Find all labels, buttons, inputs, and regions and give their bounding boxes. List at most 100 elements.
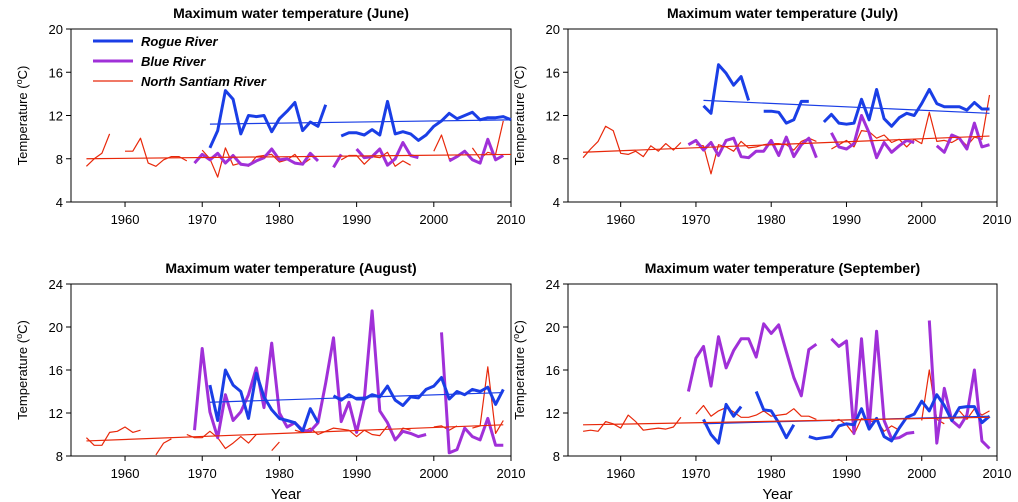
y-axis-label-main: Temperature ( <box>15 338 30 420</box>
y-tick-label: 12 <box>49 406 63 421</box>
legend-label: Blue River <box>141 54 206 69</box>
y-tick-label: 20 <box>49 320 63 335</box>
chart-title: Maximum water temperature (August) <box>165 260 416 276</box>
x-axis-label: Year <box>271 486 301 502</box>
series-line-santiam <box>271 441 280 452</box>
x-tick-label: 1980 <box>757 466 786 481</box>
series-line-santiam <box>186 430 257 450</box>
series-line-rogue <box>208 89 328 149</box>
series-line-santiam <box>472 366 504 434</box>
trend-line-rogue <box>209 391 504 403</box>
series-line-santiam <box>582 125 682 159</box>
x-tick-label: 2000 <box>419 212 448 227</box>
y-tick-label: 16 <box>546 65 560 80</box>
x-tick-label: 2010 <box>983 212 1012 227</box>
x-tick-label: 2010 <box>497 466 526 481</box>
trend-line-santiam <box>86 424 504 442</box>
series-line-rogue <box>808 393 991 443</box>
x-tick-label: 1980 <box>757 212 786 227</box>
y-axis-label-degree: o <box>511 79 521 84</box>
y-tick-label: 8 <box>56 152 63 167</box>
series-line-blue <box>830 329 915 441</box>
chart-title: Maximum water temperature (July) <box>667 5 898 21</box>
y-tick-label: 16 <box>49 65 63 80</box>
series-line-blue <box>355 141 419 167</box>
x-tick-label: 2000 <box>907 212 936 227</box>
series-line-santiam <box>583 414 682 432</box>
series-line-blue <box>686 322 818 398</box>
series-line-blue <box>193 309 427 442</box>
y-axis-label-degree: o <box>14 334 24 339</box>
series-line-rogue <box>763 99 809 125</box>
series-line-santiam <box>85 133 111 167</box>
x-tick-label: 1960 <box>606 212 635 227</box>
y-tick-label: 4 <box>56 195 63 210</box>
y-axis-label-unit: C) <box>512 66 527 80</box>
y-tick-label: 16 <box>49 363 63 378</box>
series-line-blue <box>830 114 915 160</box>
legend: Rogue River Blue River North Santiam River <box>93 34 267 89</box>
x-axis-label: Year <box>762 486 792 502</box>
x-tick-label: 1970 <box>681 212 710 227</box>
series-line-santiam <box>155 438 172 456</box>
x-tick-label: 2010 <box>983 466 1012 481</box>
y-tick-label: 16 <box>546 363 560 378</box>
series-line-santiam <box>433 425 458 431</box>
y-axis-label-main: Temperature ( <box>512 338 527 420</box>
series-line-blue <box>687 135 818 160</box>
y-tick-label: 8 <box>553 152 560 167</box>
x-tick-label: 1990 <box>832 466 861 481</box>
trend-line-rogue <box>703 99 990 114</box>
series-line-rogue <box>332 376 505 407</box>
y-tick-label: 24 <box>546 277 560 292</box>
x-tick-label: 2010 <box>497 212 526 227</box>
trend-line-santiam <box>583 135 990 153</box>
series-line-blue <box>927 320 991 450</box>
x-tick-label: 1990 <box>342 466 371 481</box>
y-tick-label: 20 <box>546 22 560 37</box>
series-line-santiam <box>85 426 141 446</box>
y-axis-label-unit: C) <box>15 66 30 80</box>
y-axis-label: Temperature (oC) <box>511 66 527 166</box>
series-line-rogue <box>340 99 512 142</box>
y-axis-label-degree: o <box>511 334 521 339</box>
y-tick-label: 12 <box>49 109 63 124</box>
x-tick-label: 1960 <box>111 466 140 481</box>
y-axis-label: Temperature (oC) <box>511 320 527 420</box>
x-tick-label: 1960 <box>111 212 140 227</box>
x-tick-label: 1990 <box>342 212 371 227</box>
trend-line-santiam <box>86 153 512 160</box>
x-tick-label: 1970 <box>188 212 217 227</box>
y-axis-label: Temperature (oC) <box>14 320 30 420</box>
y-axis-label-degree: o <box>14 79 24 84</box>
y-tick-label: 20 <box>49 22 63 37</box>
y-tick-label: 12 <box>546 406 560 421</box>
series-line-santiam <box>695 404 817 420</box>
y-tick-label: 12 <box>546 109 560 124</box>
y-tick-label: 4 <box>553 195 560 210</box>
x-tick-label: 2000 <box>907 466 936 481</box>
x-tick-label: 1970 <box>188 466 217 481</box>
x-tick-label: 1980 <box>265 466 294 481</box>
series-line-blue <box>193 147 320 167</box>
series-line-rogue <box>208 368 320 433</box>
chart-panel-3: Maximum water temperature (August) 1960 19… <box>14 260 525 502</box>
y-axis-label-main: Temperature ( <box>15 84 30 166</box>
chart-panel-1: Maximum water temperature (June) 1960 1970… <box>14 5 525 227</box>
y-tick-label: 8 <box>553 449 560 464</box>
y-tick-label: 8 <box>56 449 63 464</box>
chart-panel-4: Maximum water temperature (September) 196… <box>511 260 1011 502</box>
series-line-rogue <box>754 390 796 440</box>
x-tick-label: 1960 <box>606 466 635 481</box>
chart-title: Maximum water temperature (June) <box>173 5 409 21</box>
series-line-santiam <box>125 137 188 167</box>
trend-line-santiam <box>583 416 990 426</box>
series-line-blue <box>935 121 990 154</box>
y-axis-label-main: Temperature ( <box>512 84 527 166</box>
x-tick-label: 1990 <box>832 212 861 227</box>
x-tick-label: 2000 <box>419 466 448 481</box>
y-tick-label: 24 <box>49 277 63 292</box>
y-tick-label: 20 <box>546 320 560 335</box>
series-line-santiam <box>695 137 817 175</box>
